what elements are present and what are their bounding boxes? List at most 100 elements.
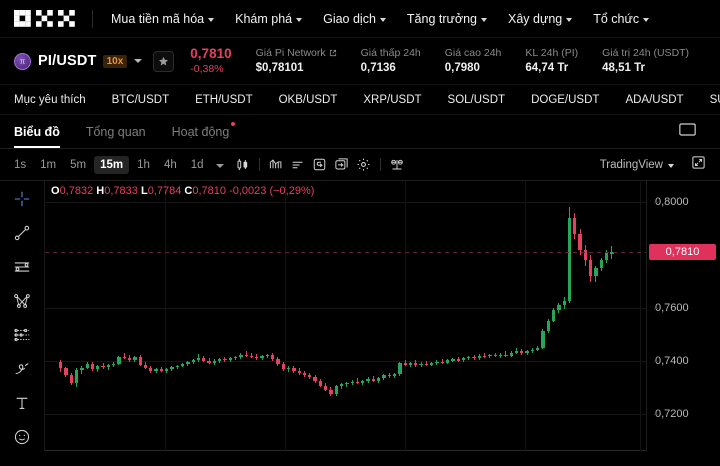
price-tick-mark	[654, 361, 658, 362]
candle	[218, 181, 222, 451]
candle-body	[69, 374, 73, 383]
stat-high-24h: Giá cao 24h 0,7980	[445, 46, 502, 77]
candle-body	[377, 377, 381, 381]
pair-title[interactable]: PI/USDT	[38, 53, 97, 69]
trend-line-icon[interactable]	[9, 221, 35, 244]
nav-explore[interactable]: Khám phá	[235, 11, 303, 26]
fullscreen-button[interactable]	[691, 155, 706, 175]
timeframe-15m[interactable]: 15m	[94, 155, 130, 174]
stat-label-row: Giá Pi Network	[256, 46, 337, 61]
nav-label: Khám phá	[235, 11, 293, 26]
nav-build[interactable]: Xây dựng	[508, 12, 573, 26]
candle	[122, 181, 126, 451]
candle-wick	[441, 358, 443, 364]
crosshair-icon[interactable]	[9, 187, 35, 210]
candle-body	[520, 351, 524, 354]
candle	[541, 181, 545, 451]
candlestick-plot[interactable]: O0,7832 H0,7833 L0,7784 C0,7810 -0,0023 …	[45, 181, 646, 451]
current-price-badge[interactable]: 0,7810	[649, 244, 716, 261]
pair-link-m-c-y-u-th-ch[interactable]: Mục yêu thích	[14, 93, 86, 106]
chart-bottom-border	[45, 450, 646, 451]
pair-link-sol-usdt[interactable]: SOL/USDT	[447, 93, 506, 106]
settings-icon[interactable]	[353, 154, 375, 176]
pair-link-eth-usdt[interactable]: ETH/USDT	[195, 93, 253, 106]
undo-icon[interactable]	[309, 154, 331, 176]
candle-body	[180, 364, 185, 366]
candle-body	[398, 363, 402, 375]
candle	[573, 181, 577, 451]
candle-body	[509, 352, 513, 356]
candle	[604, 181, 609, 451]
stat-pi-network-price: Giá Pi Network $0,78101	[256, 46, 337, 77]
timeframe-5m[interactable]: 5m	[70, 158, 87, 171]
price-axis[interactable]: 0,8000 0,7600 0,7400 0,7200 0,7810	[646, 181, 720, 451]
candle-body	[451, 359, 455, 361]
candle-body	[244, 354, 248, 356]
pattern-icon[interactable]	[9, 289, 35, 312]
okx-logo[interactable]	[14, 10, 76, 27]
candle	[525, 181, 529, 451]
nav-trade[interactable]: Giao dịch	[323, 12, 386, 26]
nav-buy-crypto[interactable]: Mua tiền mã hóa	[111, 12, 215, 26]
timeframe-1s[interactable]: 1s	[14, 158, 27, 171]
brush-icon[interactable]	[9, 357, 35, 380]
candle	[69, 181, 73, 451]
nav-grow[interactable]: Tăng trưởng	[407, 12, 487, 26]
candle-type-icon[interactable]	[232, 154, 254, 176]
pair-chevron-down-icon[interactable]	[134, 59, 143, 63]
pair-link-doge-usdt[interactable]: DOGE/USDT	[531, 93, 600, 106]
candle-body	[249, 355, 254, 357]
tab-overview[interactable]: Tổng quan	[86, 115, 146, 148]
drawing-toolbar	[0, 181, 45, 451]
horizontal-lines-icon[interactable]	[9, 255, 35, 278]
pair-link-sui-usdt[interactable]: SUI/USDT	[709, 93, 720, 106]
fib-icon[interactable]	[9, 323, 35, 346]
candle	[244, 181, 248, 451]
candle	[408, 181, 413, 451]
candle-body	[159, 368, 164, 371]
candle-body	[430, 362, 434, 365]
favorite-star-button[interactable]	[153, 50, 175, 72]
timeframe-1d[interactable]: 1d	[190, 158, 204, 171]
template-icon[interactable]	[331, 154, 353, 176]
ohlc-h-value: 0,7833	[104, 185, 138, 197]
candle	[281, 181, 285, 451]
candle	[154, 181, 158, 451]
candle-body	[154, 368, 158, 372]
candle-body	[202, 358, 206, 361]
nav-label: Tổ chức	[593, 11, 640, 26]
timeframe-1m[interactable]: 1m	[40, 158, 57, 171]
list-icon[interactable]	[287, 154, 309, 176]
timeframe-chevron-down-icon[interactable]	[215, 163, 224, 168]
candle-body	[292, 367, 296, 372]
pair-link-btc-usdt[interactable]: BTC/USDT	[111, 93, 170, 106]
text-icon[interactable]	[9, 391, 35, 414]
candle	[578, 181, 582, 451]
candle-body	[133, 356, 137, 360]
candle-wick	[484, 352, 486, 358]
candle	[440, 181, 444, 451]
layout-panel-button[interactable]	[679, 122, 696, 141]
emoji-icon[interactable]	[9, 425, 35, 448]
tab-activity[interactable]: Hoạt động	[172, 115, 236, 148]
candle	[493, 181, 497, 451]
alert-icon[interactable]	[386, 154, 408, 176]
candle	[366, 181, 370, 451]
candle	[456, 181, 460, 451]
stat-turnover-24h: Giá trị 24h (USDT) 48,51 Tr	[602, 46, 689, 77]
candle-body	[424, 363, 429, 365]
candle-body	[196, 358, 201, 361]
candle-body	[191, 360, 195, 363]
pair-link-ada-usdt[interactable]: ADA/USDT	[625, 93, 684, 106]
candle	[117, 181, 121, 451]
pair-link-xrp-usdt[interactable]: XRP/USDT	[363, 93, 422, 106]
timeframe-4h[interactable]: 4h	[163, 158, 177, 171]
candle	[557, 181, 561, 451]
tradingview-selector[interactable]: TradingView	[600, 159, 674, 171]
tab-chart[interactable]: Biểu đồ	[14, 115, 60, 148]
timeframe-1h[interactable]: 1h	[137, 158, 150, 171]
pair-link-okb-usdt[interactable]: OKB/USDT	[278, 93, 338, 106]
indicators-icon[interactable]	[265, 154, 287, 176]
nav-institution[interactable]: Tổ chức	[593, 11, 650, 26]
candle-body	[324, 385, 328, 390]
